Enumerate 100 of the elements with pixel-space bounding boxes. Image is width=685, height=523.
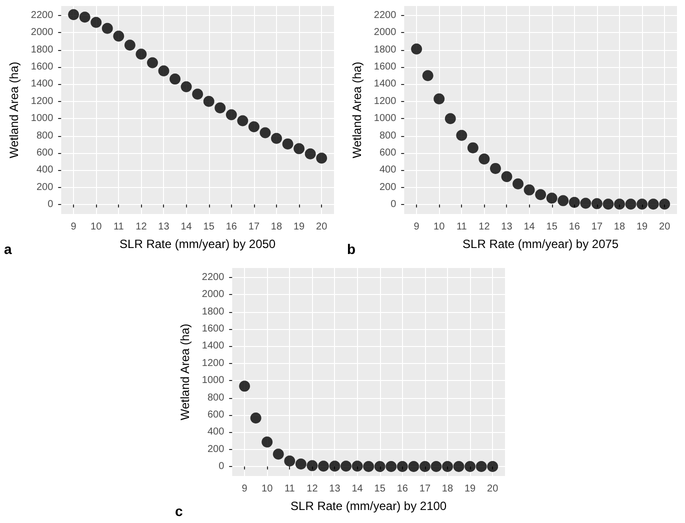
y-tick-label: 1600 xyxy=(202,324,225,335)
point xyxy=(648,198,659,210)
point xyxy=(282,138,294,150)
x-tick-label: 14 xyxy=(524,222,536,232)
x-tick-label: 18 xyxy=(614,222,626,232)
y-tick-label: 400 xyxy=(207,426,225,438)
point xyxy=(316,152,328,164)
y-tick-label: 600 xyxy=(379,147,397,158)
y-axis-title: Wetland Area (ha) xyxy=(7,62,21,158)
point xyxy=(456,130,468,141)
x-tick-label: 13 xyxy=(329,484,341,494)
y-tick-label: 0 xyxy=(48,199,54,210)
y-tick-label: 1800 xyxy=(202,306,225,318)
y-tick-label: 800 xyxy=(379,130,397,142)
y-tick-label: 2200 xyxy=(30,10,54,21)
point xyxy=(226,109,237,120)
point xyxy=(478,153,490,164)
y-tick-label: 1000 xyxy=(30,113,54,124)
x-tick-label: 11 xyxy=(113,222,124,232)
y-tick-label: 1000 xyxy=(202,375,225,386)
point xyxy=(352,460,363,472)
x-tick-label: 20 xyxy=(316,222,328,232)
point xyxy=(625,198,636,210)
point xyxy=(68,9,80,20)
x-tick-label: 16 xyxy=(226,222,238,232)
y-tick-label: 1000 xyxy=(374,113,397,124)
x-tick-label: 15 xyxy=(203,222,215,232)
y-tick-label: 0 xyxy=(218,461,225,472)
point xyxy=(535,189,546,200)
point xyxy=(430,461,442,472)
y-tick-label: 800 xyxy=(36,130,54,142)
point xyxy=(318,460,329,472)
y-tick-label: 200 xyxy=(207,444,225,455)
point xyxy=(306,460,318,472)
x-tick-label: 13 xyxy=(158,222,170,232)
point xyxy=(294,143,305,154)
point xyxy=(271,132,282,144)
point xyxy=(442,461,453,472)
x-tick-label: 17 xyxy=(591,222,603,232)
y-axis-title: Wetland Area (ha) xyxy=(178,324,192,420)
point xyxy=(260,127,271,138)
x-tick-label: 10 xyxy=(434,222,446,232)
x-tick-label: 12 xyxy=(478,222,490,232)
point xyxy=(340,460,352,472)
point xyxy=(614,198,625,210)
point xyxy=(272,448,284,460)
x-tick-label: 12 xyxy=(136,222,148,232)
y-axis-title: Wetland Area (ha) xyxy=(350,62,364,158)
point xyxy=(558,195,569,206)
x-tick-label: 11 xyxy=(284,484,296,494)
x-tick-label: 17 xyxy=(419,484,431,494)
point xyxy=(419,461,430,472)
point xyxy=(444,113,456,124)
x-tick-label: 16 xyxy=(568,222,580,232)
y-tick-label: 1400 xyxy=(30,78,54,90)
x-tick-label: 17 xyxy=(248,222,260,232)
point xyxy=(487,461,498,472)
point xyxy=(295,458,306,470)
point xyxy=(386,461,397,472)
point xyxy=(476,461,487,472)
y-tick-label: 0 xyxy=(390,199,397,210)
x-tick-label: 12 xyxy=(306,484,318,494)
x-tick-label: 15 xyxy=(374,484,386,494)
point xyxy=(102,22,113,34)
text: a xyxy=(4,241,12,257)
point xyxy=(158,65,170,76)
x-tick-label: 19 xyxy=(636,222,648,232)
y-tick-label: 400 xyxy=(379,164,397,176)
y-tick-label: 2000 xyxy=(30,27,54,38)
point xyxy=(408,461,420,472)
x-tick-label: 19 xyxy=(293,222,306,232)
x-tick-label: 14 xyxy=(352,484,364,494)
point xyxy=(146,57,158,68)
y-tick-label: 2000 xyxy=(202,289,225,300)
x-tick-label: 11 xyxy=(456,222,468,232)
point xyxy=(250,412,262,424)
point xyxy=(203,96,214,107)
x-tick-label: 14 xyxy=(180,222,192,232)
point xyxy=(374,461,386,472)
point xyxy=(453,461,464,472)
point xyxy=(180,81,192,92)
y-tick-label: 1800 xyxy=(374,44,397,56)
point xyxy=(580,198,592,209)
point xyxy=(239,380,250,392)
point xyxy=(490,162,501,174)
point xyxy=(79,12,90,23)
point xyxy=(602,198,614,210)
text: b xyxy=(347,241,356,257)
point xyxy=(262,436,273,448)
point xyxy=(329,460,340,472)
point xyxy=(170,74,181,85)
x-tick-label: 9 xyxy=(242,484,248,494)
point xyxy=(411,43,422,54)
point xyxy=(464,461,476,472)
y-tick-label: 1800 xyxy=(30,44,54,56)
y-tick-label: 600 xyxy=(207,409,225,420)
x-tick-label: 18 xyxy=(442,484,454,494)
point xyxy=(422,70,434,82)
y-tick-label: 1400 xyxy=(202,340,225,352)
x-tick-label: 16 xyxy=(396,484,408,494)
